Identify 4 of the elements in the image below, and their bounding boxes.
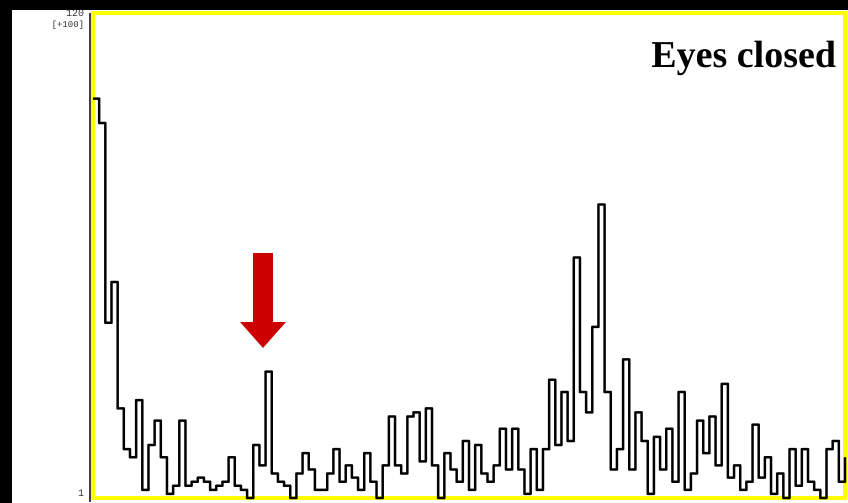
text: Eyes closed (651, 34, 836, 76)
y-tick-label: 1 (78, 489, 84, 500)
y-tick-label: 120 (66, 9, 84, 20)
text: [+100] (52, 20, 84, 30)
